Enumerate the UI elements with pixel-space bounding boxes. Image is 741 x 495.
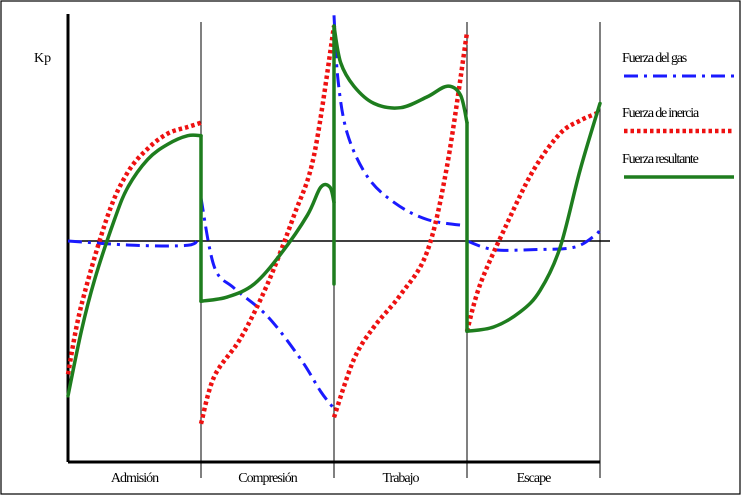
- series-line-segment: [466, 229, 602, 252]
- series-line-segment: [331, 32, 470, 419]
- series-line-segment: [198, 25, 337, 425]
- y-axis-label: Kp: [34, 51, 51, 66]
- legend-label: Fuerza de inercia: [622, 106, 700, 121]
- series-3: [66, 24, 602, 398]
- phase-labels: Admisión Compresión Trabajo Escape: [111, 471, 552, 486]
- series-line-segment: [199, 182, 336, 303]
- series-line-segment: [332, 15, 468, 228]
- series-1: [67, 15, 602, 410]
- series-2: [65, 25, 601, 425]
- legend-label: Fuerza del gas: [622, 51, 687, 66]
- phase-label: Trabajo: [382, 471, 419, 486]
- series-line-segment: [66, 133, 203, 398]
- series-line-segment: [199, 197, 336, 410]
- series-line-segment: [332, 24, 469, 125]
- legend-label: Fuerza resultante: [622, 152, 699, 167]
- series-line-segment: [65, 120, 202, 375]
- series-layer: [65, 15, 602, 425]
- series-line-segment: [465, 101, 602, 334]
- legend: Fuerza del gas Fuerza de inercia Fuerza re…: [622, 51, 734, 179]
- phase-label: Admisión: [111, 471, 159, 486]
- series-line-segment: [67, 235, 203, 248]
- phase-label: Compresión: [238, 471, 297, 486]
- phase-label: Escape: [517, 471, 551, 486]
